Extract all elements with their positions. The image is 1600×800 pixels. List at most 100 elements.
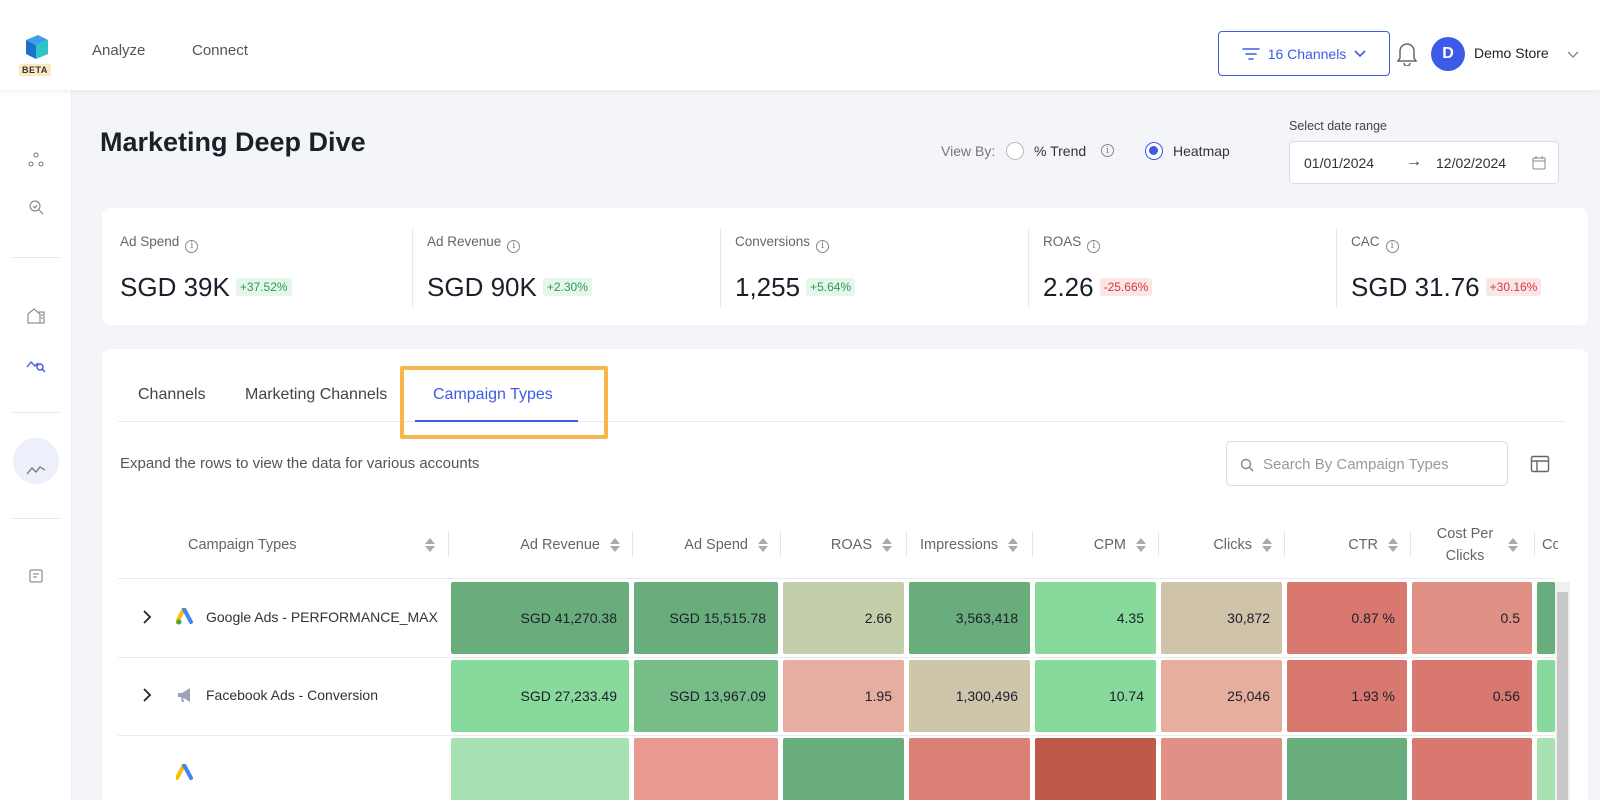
- beta-badge: BETA: [19, 64, 51, 76]
- info-icon[interactable]: i: [1087, 239, 1101, 253]
- app-logo-icon[interactable]: [22, 32, 52, 78]
- column-layout-icon[interactable]: [1530, 454, 1550, 474]
- table-cell-truncated: [1537, 582, 1555, 654]
- heatmap-radio[interactable]: [1145, 142, 1163, 160]
- date-range-picker[interactable]: 01/01/2024 → 12/02/2024: [1289, 141, 1559, 184]
- table-cell: 10.74: [1035, 660, 1156, 732]
- sidebar-divider: [13, 518, 59, 519]
- column-header-ad-revenue[interactable]: Ad Revenue: [450, 512, 620, 578]
- sort-icon[interactable]: [1388, 538, 1398, 552]
- metric-value: 2.26: [1043, 272, 1094, 302]
- metric-divider: [720, 228, 721, 308]
- column-header-truncated[interactable]: Co: [1542, 537, 1558, 553]
- metric-label: CAC: [1351, 234, 1380, 249]
- expand-row-chevron-icon[interactable]: [140, 688, 154, 702]
- table-cell: [909, 738, 1030, 800]
- sidebar-search-settings-icon[interactable]: [24, 195, 48, 219]
- top-navigation-bar: BETA Analyze Connect 16 Channels D Demo …: [0, 0, 1600, 90]
- row-divider: [118, 657, 1554, 658]
- trend-radio[interactable]: [1006, 142, 1024, 160]
- row-divider: [118, 735, 1554, 736]
- date-to: 12/02/2024: [1436, 155, 1507, 171]
- table-cell: SGD 41,270.38: [451, 582, 629, 654]
- table-hint-text: Expand the rows to view the data for var…: [120, 455, 480, 472]
- sort-icon[interactable]: [1136, 538, 1146, 552]
- metric-ad-revenue: Ad Revenue i SGD 90K +2.30%: [409, 208, 717, 325]
- sort-icon[interactable]: [1508, 538, 1518, 552]
- column-header-impressions[interactable]: Impressions: [908, 512, 1030, 578]
- column-divider: [1534, 532, 1535, 556]
- arrow-right-icon: →: [1406, 153, 1422, 170]
- tab-campaign-types[interactable]: Campaign Types: [433, 386, 553, 403]
- sort-icon[interactable]: [758, 538, 768, 552]
- table-cell: 1.95: [783, 660, 904, 732]
- page-title: Marketing Deep Dive: [100, 127, 366, 157]
- sidebar: [0, 90, 72, 800]
- heatmap-radio-label[interactable]: Heatmap: [1173, 143, 1230, 159]
- store-name[interactable]: Demo Store: [1474, 45, 1549, 61]
- sidebar-deep-dive-icon[interactable]: [24, 352, 48, 376]
- channels-filter-button[interactable]: 16 Channels: [1218, 31, 1390, 76]
- table-cell: [1161, 738, 1282, 800]
- column-header-cpm[interactable]: CPM: [1034, 512, 1146, 578]
- info-icon[interactable]: i: [185, 239, 199, 253]
- sidebar-nodes-icon[interactable]: [24, 148, 48, 172]
- info-icon[interactable]: i: [816, 239, 830, 253]
- tab-channels[interactable]: Channels: [138, 386, 206, 403]
- nav-connect-link[interactable]: Connect: [192, 42, 248, 59]
- sort-icon[interactable]: [882, 538, 892, 552]
- search-placeholder: Search By Campaign Types: [1263, 456, 1449, 473]
- table-cell: 3,563,418: [909, 582, 1030, 654]
- sort-icon[interactable]: [1262, 538, 1272, 552]
- table-scrollbar-thumb[interactable]: [1557, 592, 1568, 800]
- store-chevron-down-icon[interactable]: [1566, 47, 1580, 61]
- google-ads-icon: [176, 764, 193, 780]
- change-badge: +2.30%: [542, 278, 592, 297]
- date-from: 01/01/2024: [1304, 155, 1375, 171]
- column-header-ad-spend[interactable]: Ad Spend: [634, 512, 768, 578]
- table-cell: 2.66: [783, 582, 904, 654]
- notification-bell-icon[interactable]: [1396, 40, 1418, 67]
- metric-value: SGD 39K: [120, 272, 230, 302]
- column-header-campaign-types[interactable]: Campaign Types: [140, 512, 435, 578]
- column-header-cost-per-clicks[interactable]: Cost Per Clicks: [1406, 512, 1518, 578]
- table-cell: 0.87 %: [1287, 582, 1407, 654]
- sort-icon[interactable]: [610, 538, 620, 552]
- trend-info-icon[interactable]: i: [1101, 144, 1114, 157]
- column-header-ctr[interactable]: CTR: [1286, 512, 1398, 578]
- metric-roas: ROAS i 2.26 -25.66%: [1025, 208, 1333, 325]
- column-divider: [1410, 532, 1411, 556]
- table-cell: [634, 738, 778, 800]
- sidebar-store-icon[interactable]: [24, 303, 48, 327]
- sidebar-divider: [13, 257, 59, 258]
- expand-row-chevron-icon[interactable]: [140, 610, 154, 624]
- sort-icon[interactable]: [1008, 538, 1019, 552]
- search-icon: [1240, 458, 1254, 472]
- table-cell: [1035, 738, 1156, 800]
- metric-cac: CAC i SGD 31.76 +30.16%: [1333, 208, 1588, 325]
- highlight-box: [400, 366, 608, 439]
- campaign-search-input[interactable]: Search By Campaign Types: [1226, 441, 1508, 486]
- trend-radio-label[interactable]: % Trend: [1034, 143, 1087, 159]
- column-header-clicks[interactable]: Clicks: [1160, 512, 1272, 578]
- info-icon[interactable]: i: [1385, 239, 1399, 253]
- table-cell: 1.93 %: [1287, 660, 1407, 732]
- sidebar-trend-icon[interactable]: [24, 457, 48, 481]
- tab-marketing-channels[interactable]: Marketing Channels: [245, 386, 388, 403]
- metric-label: Conversions: [735, 234, 811, 249]
- sort-icon[interactable]: [425, 538, 435, 552]
- metric-value: SGD 90K: [427, 272, 537, 302]
- info-icon[interactable]: i: [507, 239, 521, 253]
- table-cell: 0.5: [1412, 582, 1532, 654]
- table-cell: [1412, 738, 1532, 800]
- avatar[interactable]: D: [1431, 37, 1465, 71]
- table-cell: SGD 15,515.78: [634, 582, 778, 654]
- nav-analyze-link[interactable]: Analyze: [92, 42, 146, 59]
- change-badge: -25.66%: [1099, 278, 1153, 297]
- column-header-roas[interactable]: ROAS: [782, 512, 892, 578]
- sidebar-active-indicator: [13, 438, 59, 484]
- table-cell: 30,872: [1161, 582, 1282, 654]
- table-row-name: Google Ads - PERFORMANCE_MAX: [176, 608, 438, 626]
- column-divider: [906, 532, 907, 556]
- sidebar-report-icon[interactable]: [24, 564, 48, 588]
